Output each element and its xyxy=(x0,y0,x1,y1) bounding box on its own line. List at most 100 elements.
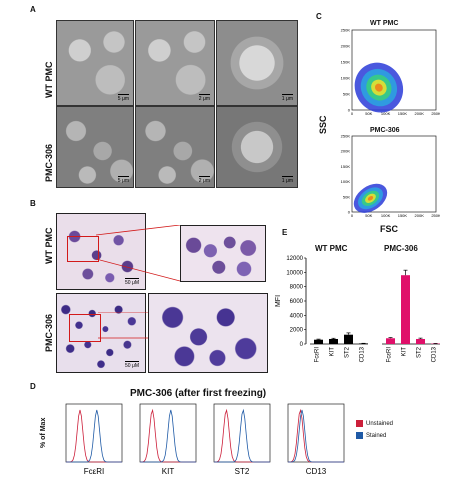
flow-ytick-label: 100K xyxy=(341,179,351,184)
x-tick-label: KIT xyxy=(330,347,336,357)
bar xyxy=(314,339,323,344)
x-tick-label: CD13 xyxy=(432,346,438,362)
scale-label: 2 μm xyxy=(198,94,211,102)
flow-xtick-label: 150K xyxy=(398,213,408,218)
y-tick-label: 10000 xyxy=(286,270,303,276)
y-axis-label: MFI xyxy=(275,295,282,307)
scale-label: 2 μm xyxy=(198,176,211,184)
y-tick-label: 4000 xyxy=(290,313,304,319)
zoom-region-box xyxy=(67,236,99,262)
scale-label: 5 μm xyxy=(117,176,130,184)
histogram-curve xyxy=(66,409,122,463)
hist-title: PMC-306 (after first freezing) xyxy=(130,388,267,399)
histogram-marker-label: CD13 xyxy=(306,467,327,476)
panel-e-letter: E xyxy=(282,228,288,237)
flow-ytick-label: 100K xyxy=(341,76,351,81)
scale-label: 1 μm xyxy=(281,176,294,184)
bar xyxy=(359,343,368,344)
y-tick-label: 8000 xyxy=(290,285,304,291)
histogram-frame xyxy=(213,403,271,463)
em-wt-high: 1 μm xyxy=(216,20,298,106)
flow-ytick-label: 200K xyxy=(341,149,351,154)
density-contour xyxy=(367,195,374,201)
x-tick-label: FcεRI xyxy=(315,347,321,363)
legend-label-unstained: Unstained xyxy=(366,420,394,427)
em-pmc-mid: 2 μm xyxy=(135,106,215,188)
flow-xtick-label: 0 xyxy=(351,111,354,116)
panel-a-row-wt: WT PMC xyxy=(44,61,54,99)
flow-xtick-label: 100K xyxy=(381,111,391,116)
panel-d-letter: D xyxy=(30,382,36,391)
histogram-marker-label: KIT xyxy=(162,467,175,476)
flow-title-wt: WT PMC xyxy=(370,20,399,27)
flow-xtick-label: 200K xyxy=(415,213,425,218)
panel-b-row-pmc: PMC-306 xyxy=(44,313,54,352)
flow-xtick-label: 50K xyxy=(365,213,372,218)
em-wt-low: 5 μm xyxy=(56,20,134,106)
legend-swatch-stained xyxy=(356,432,363,439)
bar xyxy=(329,338,338,344)
legend: Unstained Stained xyxy=(356,420,393,439)
flow-ytick-label: 0 xyxy=(348,108,351,113)
legend-item-stained: Stained xyxy=(356,432,393,439)
flow-title-pmc: PMC-306 xyxy=(370,127,400,134)
flow-xlabel: FSC xyxy=(380,224,398,234)
flow-xtick-label: 150K xyxy=(398,111,408,116)
flow-ytick-label: 250K xyxy=(341,28,351,33)
em-pmc-low: 5 μm xyxy=(56,106,134,188)
x-tick-label: KIT xyxy=(402,347,408,357)
bar-title-wt: WT PMC xyxy=(315,244,348,253)
panel-a-row-pmc: PMC-306 xyxy=(44,143,54,182)
histogram-curve xyxy=(288,409,344,463)
scale-label: 50 μM xyxy=(125,278,139,286)
histogram-row: FcεRI KIT ST2 CD13 xyxy=(65,403,345,476)
light-pmc-high xyxy=(148,293,268,373)
flow-xtick-label: 0 xyxy=(351,213,354,218)
scale-label: 50 μM xyxy=(125,361,139,369)
flow-xtick-label: 100K xyxy=(381,213,391,218)
bar-title-pmc: PMC-306 xyxy=(384,244,418,253)
histogram-marker-label: FcεRI xyxy=(84,467,104,476)
em-wt-mid: 2 μm xyxy=(135,20,215,106)
zoom-region-box xyxy=(69,314,101,342)
x-tick-label: FcεRI xyxy=(387,347,393,363)
scale-label: 5 μm xyxy=(117,94,130,102)
histogram-curve xyxy=(140,409,196,463)
flow-xtick-label: 250K xyxy=(431,213,440,218)
flow-ylabel: SSC xyxy=(318,115,328,134)
x-tick-label: ST2 xyxy=(345,346,351,358)
panel-b-letter: B xyxy=(30,199,36,208)
em-pmc-high: 1 μm xyxy=(216,106,298,188)
bar xyxy=(416,338,425,344)
legend-item-unstained: Unstained xyxy=(356,420,393,427)
density-contour xyxy=(375,83,383,92)
flow-ytick-label: 50K xyxy=(343,92,350,97)
bar xyxy=(344,334,353,344)
flow-ytick-label: 250K xyxy=(341,134,351,139)
flow-ytick-label: 0 xyxy=(348,210,351,215)
flow-xtick-label: 50K xyxy=(365,111,372,116)
zoom-connector-wt xyxy=(96,225,181,282)
panel-c-letter: C xyxy=(316,12,322,21)
flow-ytick-label: 200K xyxy=(341,44,351,49)
legend-swatch-unstained xyxy=(356,420,363,427)
histogram-marker-label: ST2 xyxy=(235,467,250,476)
hist-ylabel: % of Max xyxy=(40,417,47,448)
x-tick-label: CD13 xyxy=(360,346,366,362)
bar-chart-mfi: 0 2000 4000 6000 8000 10000 12000 MFI FcεRI KIT ST… xyxy=(275,256,440,363)
flow-ytick-label: 150K xyxy=(341,164,351,169)
scale-label: 1 μm xyxy=(281,94,294,102)
light-wt-high xyxy=(180,225,266,282)
bar xyxy=(401,275,410,344)
flow-ytick-label: 150K xyxy=(341,60,351,65)
y-tick-label: 2000 xyxy=(290,328,304,334)
panel-b-row-wt: WT PMC xyxy=(44,227,54,265)
flow-xtick-label: 200K xyxy=(415,111,425,116)
histogram-curve xyxy=(214,408,270,463)
bar xyxy=(386,338,395,344)
x-tick-label: ST2 xyxy=(417,346,423,358)
y-tick-label: 6000 xyxy=(290,299,304,305)
zoom-connector-pmc xyxy=(98,312,148,339)
